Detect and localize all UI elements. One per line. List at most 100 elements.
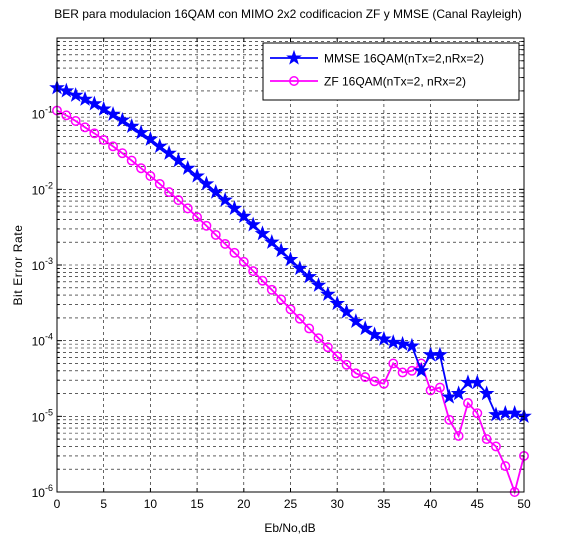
data-point (89, 128, 100, 139)
data-point (126, 155, 137, 166)
data-point (397, 367, 408, 378)
y-axis-label: Bit Error Rate (11, 224, 25, 305)
data-point (114, 111, 131, 127)
data-point (366, 326, 383, 342)
data-point (70, 116, 81, 126)
x-tick-label: 25 (284, 497, 298, 511)
data-point (313, 333, 324, 344)
data-point (170, 152, 187, 168)
data-point (198, 175, 215, 191)
data-point (469, 374, 486, 390)
x-tick-label: 30 (331, 497, 345, 511)
data-point (161, 145, 177, 160)
data-point (385, 334, 402, 350)
data-point (142, 130, 159, 146)
data-point (463, 398, 473, 408)
data-point (263, 234, 280, 249)
data-point (304, 323, 315, 334)
data-point (478, 385, 495, 401)
legend-label: MMSE 16QAM(nTx=2,nRx=2) (324, 52, 484, 66)
data-point (254, 225, 271, 241)
data-point (217, 191, 233, 207)
legend-marker (286, 49, 302, 65)
data-point (98, 134, 109, 145)
data-point (360, 372, 371, 383)
data-point (61, 110, 72, 121)
y-tick-label: 10-1 (32, 105, 53, 122)
data-point (235, 208, 252, 223)
data-point (154, 178, 165, 189)
data-point (329, 295, 346, 311)
data-point (432, 346, 448, 362)
data-point (105, 106, 121, 121)
data-point (220, 238, 231, 249)
data-point (301, 268, 318, 284)
data-point (276, 294, 287, 305)
data-point (80, 122, 90, 133)
data-point (350, 368, 361, 379)
data-point (189, 167, 205, 183)
data-point (320, 286, 336, 301)
x-tick-label: 10 (144, 497, 158, 511)
x-tick-label: 35 (377, 497, 391, 511)
data-point (472, 408, 483, 419)
legend-marker (289, 76, 299, 86)
data-point (434, 382, 445, 393)
y-tick-label: 10-5 (32, 407, 53, 424)
data-point (77, 91, 93, 106)
data-point (67, 87, 84, 102)
data-point (123, 118, 140, 133)
data-point (322, 342, 333, 353)
data-point (108, 141, 118, 152)
data-point (444, 414, 455, 425)
data-point (378, 378, 389, 389)
grid-lines (57, 38, 524, 492)
data-point (369, 376, 380, 387)
data-point (348, 313, 364, 328)
x-tick-label: 15 (190, 497, 204, 511)
data-point (95, 100, 112, 116)
data-point (182, 203, 193, 214)
data-point (210, 229, 221, 240)
data-point (406, 365, 417, 376)
data-point (226, 200, 243, 216)
data-point (481, 434, 492, 445)
data-point (292, 260, 308, 276)
data-point (453, 431, 464, 441)
data-point (229, 247, 240, 258)
data-point (310, 277, 327, 292)
x-axis-ticks: 0 5 10 15 20 25 30 35 40 45 50 (54, 38, 531, 511)
legend-box (262, 42, 520, 101)
data-point (506, 404, 523, 420)
x-tick-label: 5 (100, 497, 107, 511)
data-point (173, 195, 184, 206)
data-point (58, 82, 75, 98)
legend-label: ZF 16QAM(nTx=2, nRx=2) (324, 75, 466, 89)
data-point (207, 183, 224, 199)
x-axis-label: Eb/No,dB (264, 521, 315, 535)
legend: MMSE 16QAM(nTx=2,nRx=2) ZF 16QAM(nTx=2, n… (262, 42, 520, 101)
data-point (145, 171, 156, 181)
data-point (201, 220, 212, 231)
data-point (151, 138, 168, 153)
y-tick-label: 10-4 (32, 332, 53, 349)
data-point (164, 187, 175, 198)
data-point (341, 359, 352, 370)
x-tick-label: 50 (517, 497, 531, 511)
data-point (425, 385, 436, 396)
y-axis-ticks: 10-6 10-5 10-4 10-3 10-2 10-1 (32, 40, 524, 500)
data-point (245, 216, 261, 232)
data-point (376, 330, 392, 346)
x-tick-label: 0 (54, 497, 61, 511)
data-point (338, 303, 355, 319)
x-tick-label: 20 (237, 497, 251, 511)
data-point (294, 313, 305, 324)
data-point (441, 388, 458, 404)
data-point (357, 320, 374, 336)
data-point (491, 441, 501, 452)
data-point (257, 275, 268, 286)
y-tick-label: 10-6 (32, 483, 53, 500)
y-tick-label: 10-3 (32, 256, 53, 273)
x-tick-label: 40 (424, 497, 438, 511)
